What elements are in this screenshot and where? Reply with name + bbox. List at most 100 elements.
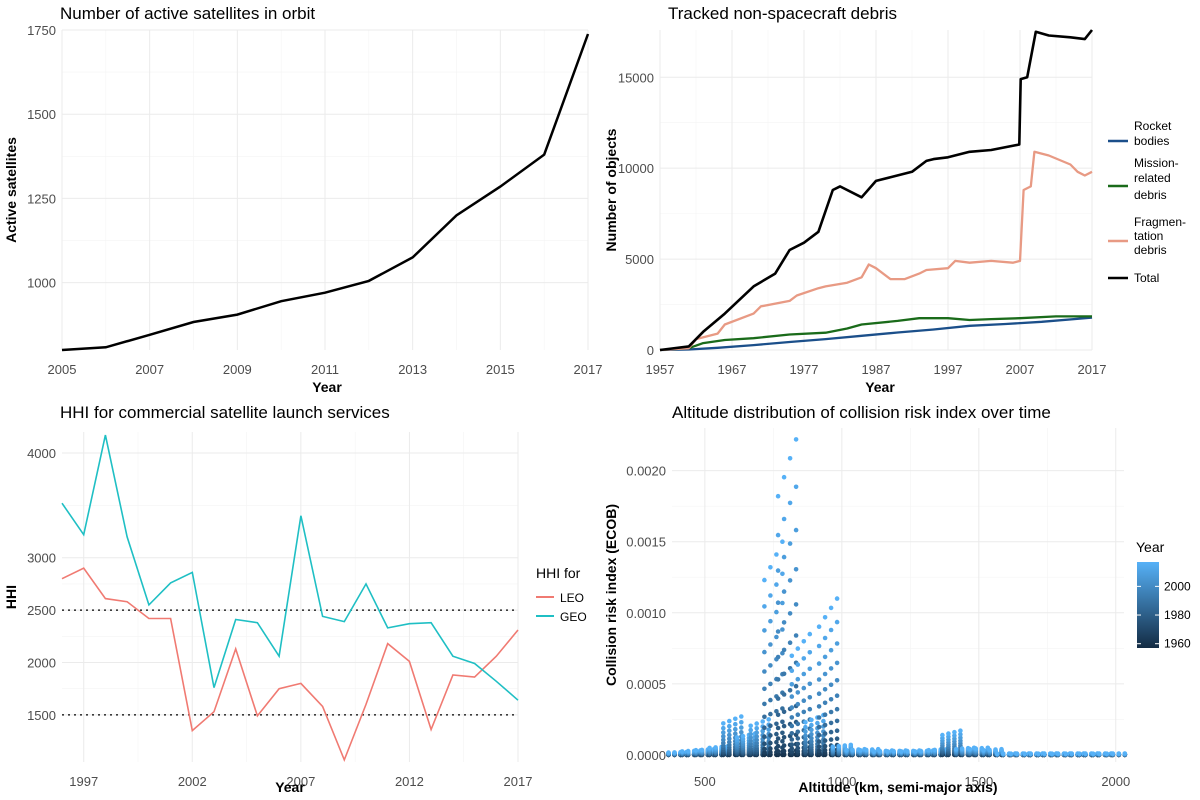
scatter-point — [1083, 751, 1088, 756]
scatter-point — [973, 746, 979, 751]
scatter-point — [762, 701, 767, 707]
scatter-point — [774, 582, 779, 587]
scatter-point — [780, 730, 785, 736]
points — [666, 437, 1128, 758]
scatter-point — [795, 676, 801, 682]
scatter-point — [834, 619, 840, 625]
scatter-point — [795, 741, 801, 747]
scatter-point — [828, 697, 834, 702]
x-tick-label: 2009 — [223, 362, 252, 377]
scatter-point — [958, 735, 963, 740]
scatter-point — [789, 737, 795, 742]
scatter-point — [762, 628, 767, 633]
scatter-point — [822, 671, 828, 677]
scatter-point — [822, 654, 828, 660]
scatter-point — [754, 726, 759, 731]
scatter-point — [774, 721, 779, 727]
scatter-point — [762, 734, 767, 739]
series-line-mission-related-debris — [659, 315, 1092, 352]
scatter-point — [807, 666, 813, 672]
scatter-point — [781, 671, 787, 677]
y-tick-label: 1250 — [27, 191, 56, 206]
scatter-point — [816, 691, 822, 696]
scatter-point — [958, 728, 963, 733]
scatter-point — [762, 604, 767, 609]
scatter-point — [834, 596, 840, 601]
scatter-point — [1036, 751, 1041, 756]
x-tick-label: 2005 — [48, 362, 77, 377]
scatter-point — [734, 735, 740, 740]
x-tick-label: 2017 — [574, 362, 603, 377]
series-line — [61, 33, 590, 352]
scatter-point — [932, 747, 937, 753]
scatter-point — [748, 738, 753, 744]
grid — [62, 432, 519, 762]
scatter-point — [816, 624, 822, 629]
scatter-point — [780, 539, 785, 544]
y-tick-label: 4000 — [27, 446, 56, 461]
scatter-point — [836, 743, 842, 749]
scatter-point — [795, 749, 801, 754]
scatter-point — [787, 456, 793, 461]
scatter-point — [766, 717, 771, 722]
scatter-point — [762, 725, 767, 731]
scatter-point — [1110, 751, 1116, 756]
scatter-point — [807, 631, 813, 637]
scatter-point — [781, 647, 787, 653]
y-axis-label: Number of objects — [603, 128, 619, 251]
scatter-point — [789, 682, 795, 687]
legend-title: Year — [1136, 539, 1165, 555]
scatter-point — [830, 744, 836, 749]
scatter-point — [754, 721, 759, 726]
scatter-point — [775, 600, 781, 605]
scatter-point — [775, 568, 781, 573]
scatter-point — [834, 641, 840, 646]
scatter-point — [816, 643, 822, 649]
scatter-point — [774, 739, 779, 745]
scatter-point — [762, 750, 767, 755]
y-tick-label: 1500 — [27, 107, 56, 122]
scatter-point — [828, 627, 834, 633]
y-axis-label: Active satellites — [3, 137, 19, 243]
scatter-point — [816, 724, 822, 730]
scatter-point — [1055, 751, 1061, 756]
legend: HHI for LEO GEO — [536, 565, 587, 624]
scatter-point — [1077, 751, 1082, 756]
scatter-point — [721, 721, 726, 726]
scatter-point — [775, 629, 781, 634]
x-tick-label: 2015 — [486, 362, 515, 377]
scatter-point — [768, 565, 773, 570]
scatter-point — [801, 709, 807, 715]
legend-label: debris — [1134, 188, 1167, 202]
scatter-point — [822, 748, 828, 753]
x-tick-label: 500 — [694, 774, 716, 789]
series-line-rocket-bodies — [659, 316, 1093, 352]
scatter-point — [967, 746, 973, 752]
scatter-point — [789, 723, 795, 729]
series-line-fragmentation-debris — [659, 150, 1093, 352]
x-tick-label: 2017 — [504, 774, 533, 789]
scatter-point — [795, 736, 801, 741]
scatter-point — [781, 620, 787, 625]
x-tick-label: 2017 — [1078, 362, 1107, 377]
scatter-point — [816, 661, 822, 666]
scatter-point — [766, 727, 771, 732]
scatter-point — [793, 633, 799, 638]
scatter-point — [762, 686, 767, 692]
scatter-point — [1022, 751, 1027, 756]
scatter-point — [834, 706, 840, 712]
scatter-point — [834, 718, 840, 724]
scatter-point — [822, 635, 828, 641]
scatter-point — [775, 725, 781, 731]
scatter-point — [952, 733, 957, 738]
legend-label: Mission- — [1134, 156, 1179, 170]
scatter-point — [793, 567, 799, 572]
scatter-point — [762, 577, 767, 583]
chart-hhi: 1997 2002 2007 2012 2017 1500 2000 2500 3000 4000… — [3, 403, 587, 795]
scatter-point — [787, 500, 793, 506]
scatter-point — [816, 732, 822, 738]
scatter-point — [822, 722, 828, 728]
scatter-point — [801, 656, 807, 661]
scatter-point — [666, 750, 671, 755]
scatter-point — [781, 709, 787, 715]
